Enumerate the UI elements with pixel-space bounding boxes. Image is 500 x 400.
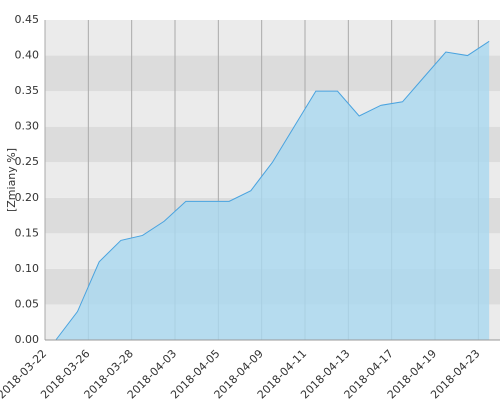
y-tick-label: 0.45 [15,13,40,26]
y-tick-label: 0.20 [15,191,40,204]
line [55,40,490,341]
y-tick-label: 0.40 [15,49,40,62]
y-tick-label: 0.25 [15,155,40,168]
y-axis-label: [Zmiany %] [5,148,18,212]
y-tick-label: 0.10 [15,262,40,275]
y-tick-label: 0.15 [15,226,40,239]
y-tick-label: 0.35 [15,84,40,97]
y-tick-label: 0.00 [15,333,40,346]
area [55,41,490,340]
y-tick-label: 0.05 [15,297,40,310]
y-tick-label: 0.30 [15,120,40,133]
grid-band [45,20,500,56]
